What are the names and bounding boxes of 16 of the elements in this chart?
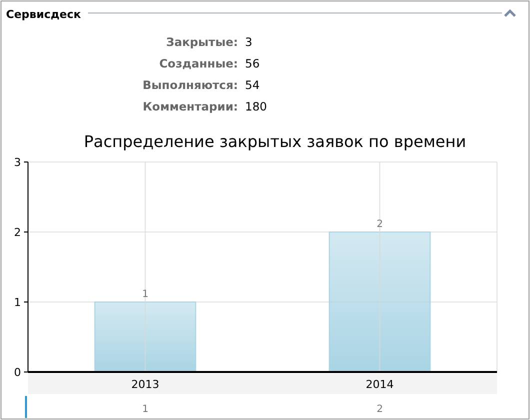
text: Комментарии: 180: [142, 100, 267, 114]
y-tick-label: 2: [14, 226, 21, 239]
y-tick-label: 0: [14, 366, 21, 379]
data-label: 2: [376, 219, 383, 230]
text: Выполняются: 54: [142, 78, 260, 92]
text: Созданные: 56: [159, 56, 260, 70]
x-tick-label: 2013: [131, 378, 160, 391]
y-tick-label: 3: [14, 156, 21, 169]
text: Сервисдеск: [6, 8, 82, 21]
text: Закрытые: 3: [166, 35, 252, 49]
y-tick-label: 1: [14, 296, 21, 309]
data-label: 1: [142, 289, 148, 300]
text: 1: [142, 404, 148, 415]
chart-title: Распределение закрытых заявок по времени: [84, 132, 466, 151]
x-tick-label: 2014: [366, 378, 394, 391]
text: 2: [376, 404, 383, 415]
